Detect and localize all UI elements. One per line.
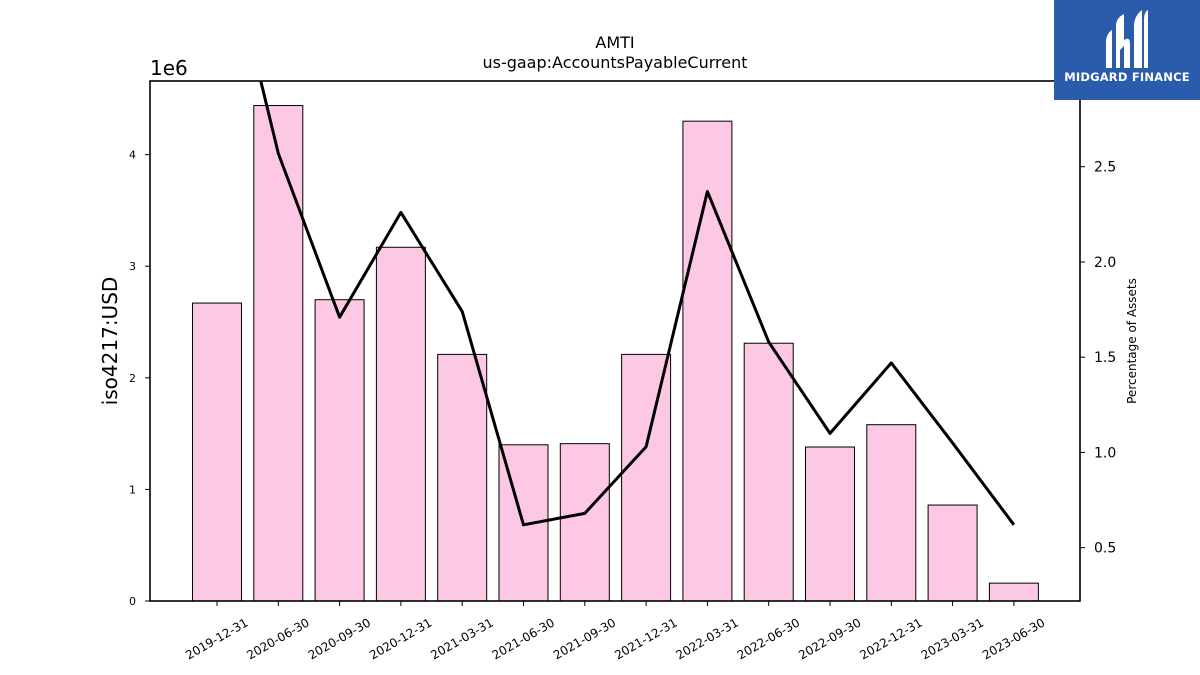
y2-tick-label: 2.5 (1094, 160, 1116, 176)
y2-tick-label: 1.0 (1094, 445, 1116, 461)
y2-tick-label: 2.0 (1094, 255, 1116, 271)
x-tick-label: 2021-03-31 (428, 615, 495, 662)
company-logo: MIDGARD FINANCE (1054, 0, 1200, 100)
y-axis-label: iso4217:USD (98, 277, 122, 406)
y-tick-label: 1 (129, 483, 136, 496)
x-tick-label: 2020-09-30 (306, 615, 373, 662)
x-tick-label: 2023-03-31 (919, 615, 986, 662)
x-tick-label: 2019-12-31 (183, 615, 250, 662)
y-tick-label: 2 (129, 372, 136, 385)
x-tick-label: 2023-06-30 (980, 615, 1047, 662)
bar (192, 302, 242, 602)
x-tick-label: 2020-12-31 (367, 615, 434, 662)
bar (621, 353, 672, 602)
x-tick-label: 2021-06-30 (490, 615, 557, 662)
x-tick-label: 2022-12-31 (857, 615, 924, 662)
series-line (259, 81, 1016, 527)
bar (866, 424, 917, 602)
x-tick-label: 2022-09-30 (796, 615, 863, 662)
x-tick-label: 2020-06-30 (244, 615, 311, 662)
bar (253, 105, 304, 602)
plot-area: 0 1 2 3 4 0.5 1.0 1.5 2.0 2.5 2019-12-312020-06-30… (129, 80, 1116, 662)
bar (927, 504, 978, 602)
x-tick-label: 2022-03-31 (673, 615, 740, 662)
y-tick-label: 4 (129, 149, 136, 162)
bar (559, 443, 610, 602)
bar (314, 299, 365, 602)
bar (375, 246, 426, 602)
bar (682, 120, 733, 602)
x-tick-label: 2021-12-31 (612, 615, 679, 662)
chart-subtitle: us-gaap:AccountsPayableCurrent (482, 53, 747, 72)
logo-text: MIDGARD FINANCE (1064, 70, 1190, 84)
y2-tick-label: 1.5 (1094, 350, 1116, 366)
bar (743, 342, 794, 602)
y-tick-label: 3 (129, 260, 136, 273)
bar (988, 582, 1039, 602)
logo-mark-icon (1106, 10, 1148, 68)
chart-title: AMTI (595, 33, 634, 52)
plot-frame (149, 80, 1081, 602)
x-tick-label: 2021-09-30 (551, 615, 618, 662)
y-offset-label: 1e6 (150, 56, 188, 80)
y2-tick-label: 0.5 (1094, 541, 1116, 557)
bar (805, 446, 855, 602)
y2-axis-label: Percentage of Assets (1125, 278, 1139, 404)
x-tick-label: 2022-06-30 (735, 615, 802, 662)
bar (437, 353, 488, 602)
y-tick-label: 0 (129, 595, 136, 608)
